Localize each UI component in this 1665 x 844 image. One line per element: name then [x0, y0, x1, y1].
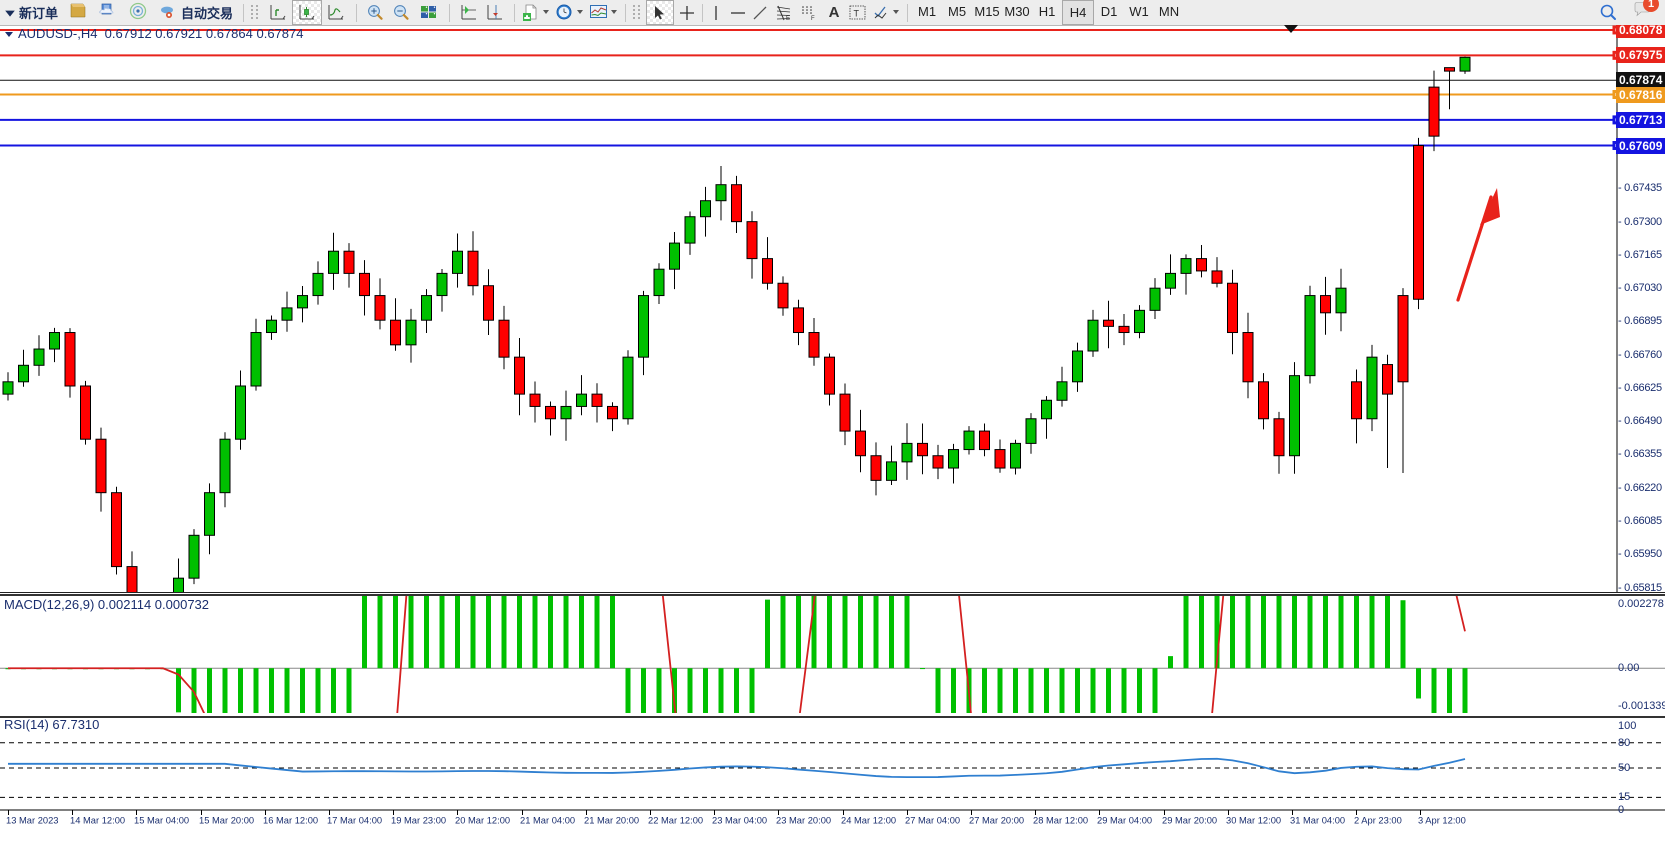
svg-text:F: F [811, 16, 815, 21]
svg-text:E: E [786, 16, 790, 21]
svg-text:T: T [854, 8, 860, 18]
